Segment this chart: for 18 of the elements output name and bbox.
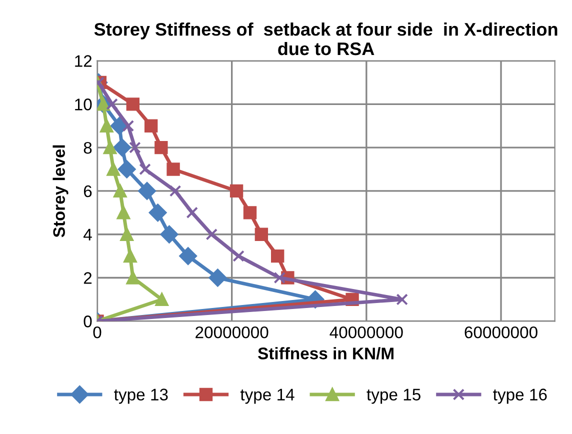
y-tick-label: 6 [84, 185, 92, 198]
y-tick-label: 12 [75, 55, 92, 67]
y-tick-label: 0 [84, 316, 92, 328]
y-tick-label: 2 [84, 272, 92, 284]
legend-label: type 14 [240, 388, 294, 404]
x-tick-label: 40000000 [330, 326, 403, 338]
legend-label: type 13 [114, 388, 168, 404]
y-tick-label: 4 [83, 228, 92, 240]
x-tick-label: 0 [93, 326, 102, 338]
x-tick-label: 20000000 [196, 326, 268, 338]
x-axis-title: Stiffness in KN/M [258, 347, 394, 360]
y-tick-label: 8 [84, 142, 92, 154]
y-tick-label: 10 [75, 98, 92, 110]
legend-label: type 15 [366, 388, 420, 404]
chart-title: Storey Stiffness of setback at four side in X-direction due to RSA [94, 22, 558, 56]
y-axis-title: Storey level [52, 145, 68, 238]
x-tick-label: 60000000 [464, 326, 538, 338]
legend-label: type 16 [493, 388, 547, 404]
